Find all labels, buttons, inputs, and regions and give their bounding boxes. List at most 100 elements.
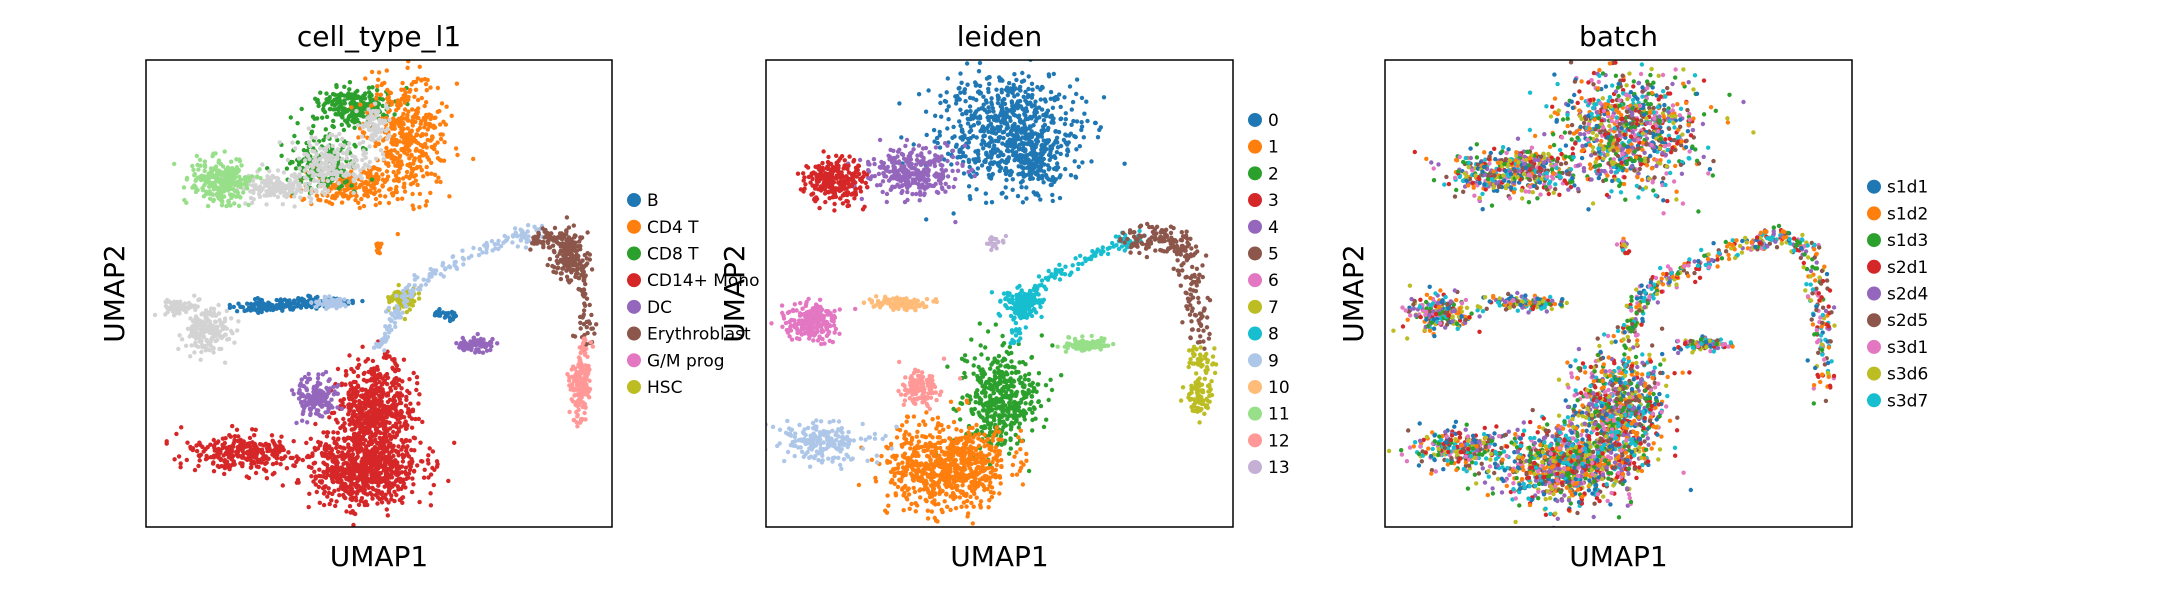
scatter-point-4634 [415,286,421,292]
scatter-point-1752 [236,168,241,173]
scatter-point-1546 [255,174,260,179]
scatter-point-4837 [534,241,540,246]
scatter-point-1233 [351,172,356,177]
scatter-point-816 [359,196,364,202]
scatter-point-3284 [227,467,232,472]
scatter-point-515 [399,96,404,102]
scatter-point-3984 [382,439,388,445]
scatter-point-1210 [334,169,339,174]
scatter-point-1759 [194,153,199,159]
scatter-point-4834 [547,245,553,250]
scatter-point-3121 [327,467,332,472]
scatter-point-4731 [578,247,583,252]
scatter-point-3425 [247,456,252,461]
scatter-point-1235 [316,167,321,172]
scatter-point-2547 [396,444,401,449]
scatter-point-4008 [349,396,354,401]
scatter-point-3138 [345,485,350,490]
scatter-point-613 [398,102,403,108]
scatter-point-3280 [247,435,253,441]
scatter-point-2349 [386,295,391,300]
scatter-point-4623 [484,244,490,249]
scatter-point-2604 [406,475,411,480]
scatter-point-3942 [373,431,378,436]
scatter-point-2279 [335,297,341,302]
scatter-point-2780 [325,430,330,435]
scatter-point-3034 [340,450,345,455]
scatter-point-1685 [206,179,211,184]
scatter-point-420 [422,103,427,109]
scatter-point-1208 [330,176,335,182]
scatter-point-866 [324,199,329,204]
scatter-point-1025 [311,123,316,129]
scatter-point-1221 [310,173,316,179]
scatter-point-1479 [354,108,359,114]
scatter-point-4726 [594,322,599,327]
scatter-point-3667 [397,400,402,406]
scatter-point-1407 [276,176,281,181]
legend-label-CD8 T: CD8 T [647,244,699,264]
scatter-point-2202 [283,304,288,309]
scatter-point-3428 [294,454,299,459]
scatter-point-4896 [581,341,586,346]
scatter-point-3069 [338,484,344,489]
scatter-point-2018 [207,326,213,331]
scatter-point-1389 [281,170,287,175]
scatter-point-2941 [334,445,339,451]
scatter-point-1831 [172,299,177,304]
scatter-point-2828 [350,452,355,457]
scatter-point-602 [417,125,423,131]
scatter-point-1974 [207,330,213,336]
scatter-point-3880 [346,412,351,417]
scatter-point-2482 [347,504,353,509]
scatter-point-2753 [334,499,339,504]
scatter-point-1686 [207,183,212,189]
scatter-point-1814 [178,299,183,304]
scatter-point-2110 [315,294,320,300]
scatter-point-2356 [390,298,395,303]
scatter-point-4867 [575,414,580,419]
scatter-point-555 [439,101,445,106]
scatter-point-3429 [197,453,202,459]
scatter-point-3139 [389,497,394,502]
scatter-point-1744 [217,170,222,175]
scatter-point-259 [337,104,342,110]
scatter-point-3390 [271,449,276,455]
scatter-point-4011 [392,393,398,399]
scatter-point-3883 [391,382,396,388]
scatter-point-3259 [196,463,201,469]
scatter-point-3312 [308,436,313,441]
legend-marker-CD4 T [627,219,641,234]
scatter-point-3324 [172,457,177,462]
scatter-point-312 [417,191,423,197]
scatter-point-1672 [192,171,197,177]
scatter-point-587 [396,178,401,184]
scatter-point-4743 [572,334,578,339]
scatter-point-230 [349,96,354,101]
scatter-point-1493 [386,134,391,139]
scatter-point-4659 [525,223,531,228]
scatter-point-1703 [231,187,236,192]
scatter-point-436 [411,206,416,212]
scatter-point-1965 [223,332,228,337]
scatter-point-1910 [222,316,228,321]
scatter-point-3399 [240,464,245,469]
scatter-point-3082 [341,461,346,466]
scatter-point-2834 [319,479,325,484]
scatter-point-1925 [211,346,216,351]
scatter-point-1735 [227,186,233,192]
scatter-point-393 [429,171,434,176]
scatter-point-3997 [371,370,376,376]
scatter-point-4140 [289,388,295,393]
scatter-point-4915 [581,404,587,410]
scatter-point-3145 [352,460,358,465]
scatter-point-4191 [330,405,335,410]
scatter-point-2009 [196,334,202,340]
scatter-point-4811 [530,241,535,246]
scatter-point-1861 [232,340,237,345]
scatter-point-1960 [179,337,185,342]
legend-marker-DC [627,299,641,314]
scatter-point-1988 [199,349,204,355]
scatter-point-4341 [551,248,557,253]
